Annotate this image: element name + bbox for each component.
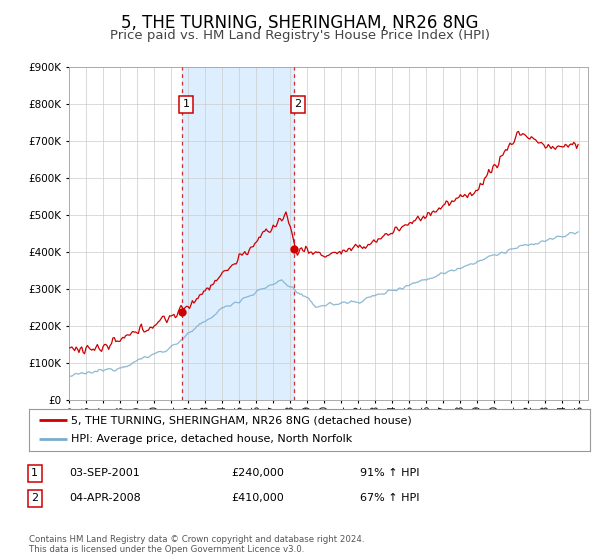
- Bar: [182, 67, 295, 400]
- Text: 2: 2: [31, 493, 38, 503]
- Text: 2: 2: [295, 99, 301, 109]
- Text: Contains HM Land Registry data © Crown copyright and database right 2024.: Contains HM Land Registry data © Crown c…: [29, 535, 364, 544]
- Text: £240,000: £240,000: [231, 468, 284, 478]
- Text: 67% ↑ HPI: 67% ↑ HPI: [360, 493, 419, 503]
- Text: This data is licensed under the Open Government Licence v3.0.: This data is licensed under the Open Gov…: [29, 545, 304, 554]
- Text: 5, THE TURNING, SHERINGHAM, NR26 8NG (detached house): 5, THE TURNING, SHERINGHAM, NR26 8NG (de…: [71, 415, 412, 425]
- Text: 5, THE TURNING, SHERINGHAM, NR26 8NG: 5, THE TURNING, SHERINGHAM, NR26 8NG: [121, 14, 479, 32]
- Text: 91% ↑ HPI: 91% ↑ HPI: [360, 468, 419, 478]
- Text: 1: 1: [182, 99, 190, 109]
- Text: HPI: Average price, detached house, North Norfolk: HPI: Average price, detached house, Nort…: [71, 435, 352, 445]
- Text: £410,000: £410,000: [231, 493, 284, 503]
- Text: 04-APR-2008: 04-APR-2008: [69, 493, 141, 503]
- Text: Price paid vs. HM Land Registry's House Price Index (HPI): Price paid vs. HM Land Registry's House …: [110, 29, 490, 42]
- Text: 1: 1: [31, 468, 38, 478]
- Text: 03-SEP-2001: 03-SEP-2001: [69, 468, 140, 478]
